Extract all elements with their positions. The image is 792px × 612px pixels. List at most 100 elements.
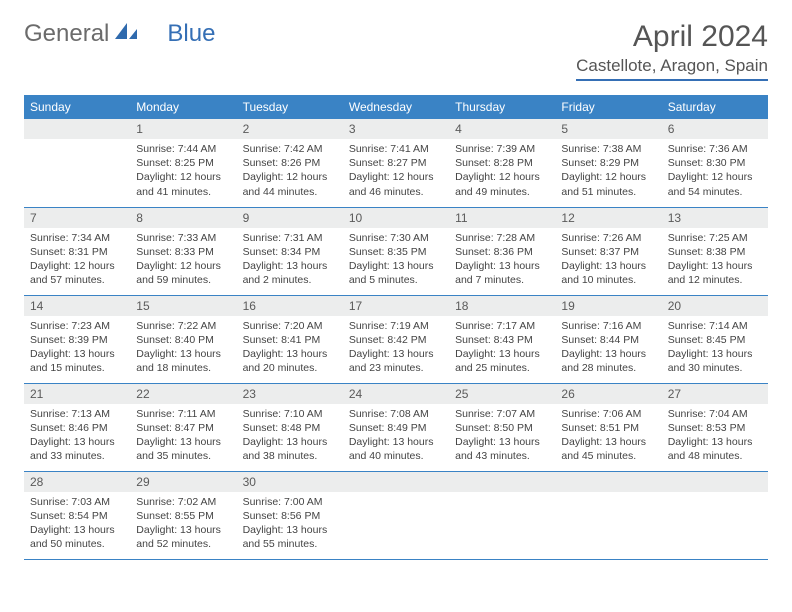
sunrise-line: Sunrise: 7:19 AM — [349, 319, 443, 333]
sunset-line: Sunset: 8:25 PM — [136, 156, 230, 170]
daylight-line: Daylight: 13 hours and 18 minutes. — [136, 347, 230, 375]
daylight-line: Daylight: 13 hours and 10 minutes. — [561, 259, 655, 287]
day-content: Sunrise: 7:39 AMSunset: 8:28 PMDaylight:… — [449, 139, 555, 204]
daylight-line: Daylight: 12 hours and 41 minutes. — [136, 170, 230, 198]
calendar-cell: 29Sunrise: 7:02 AMSunset: 8:55 PMDayligh… — [130, 471, 236, 559]
sunrise-line: Sunrise: 7:30 AM — [349, 231, 443, 245]
sunset-line: Sunset: 8:51 PM — [561, 421, 655, 435]
calendar-cell: 7Sunrise: 7:34 AMSunset: 8:31 PMDaylight… — [24, 207, 130, 295]
calendar-cell: 11Sunrise: 7:28 AMSunset: 8:36 PMDayligh… — [449, 207, 555, 295]
day-number: 19 — [555, 296, 661, 316]
sunrise-line: Sunrise: 7:44 AM — [136, 142, 230, 156]
calendar-cell: 22Sunrise: 7:11 AMSunset: 8:47 PMDayligh… — [130, 383, 236, 471]
sunrise-line: Sunrise: 7:06 AM — [561, 407, 655, 421]
day-number: 14 — [24, 296, 130, 316]
daylight-line: Daylight: 13 hours and 7 minutes. — [455, 259, 549, 287]
day-number: 4 — [449, 119, 555, 139]
sunset-line: Sunset: 8:38 PM — [668, 245, 762, 259]
sunrise-line: Sunrise: 7:17 AM — [455, 319, 549, 333]
sunrise-line: Sunrise: 7:13 AM — [30, 407, 124, 421]
daylight-line: Daylight: 13 hours and 28 minutes. — [561, 347, 655, 375]
calendar-row: 7Sunrise: 7:34 AMSunset: 8:31 PMDaylight… — [24, 207, 768, 295]
logo: General Blue — [24, 20, 215, 48]
day-number: 6 — [662, 119, 768, 139]
daylight-line: Daylight: 13 hours and 20 minutes. — [243, 347, 337, 375]
sunrise-line: Sunrise: 7:20 AM — [243, 319, 337, 333]
day-content: Sunrise: 7:41 AMSunset: 8:27 PMDaylight:… — [343, 139, 449, 204]
day-number: 29 — [130, 472, 236, 492]
daylight-line: Daylight: 12 hours and 54 minutes. — [668, 170, 762, 198]
sunrise-line: Sunrise: 7:42 AM — [243, 142, 337, 156]
day-content: Sunrise: 7:26 AMSunset: 8:37 PMDaylight:… — [555, 228, 661, 293]
location-label: Castellote, Aragon, Spain — [576, 56, 768, 81]
daylight-line: Daylight: 13 hours and 2 minutes. — [243, 259, 337, 287]
daylight-line: Daylight: 13 hours and 48 minutes. — [668, 435, 762, 463]
daylight-line: Daylight: 12 hours and 46 minutes. — [349, 170, 443, 198]
calendar-cell: 3Sunrise: 7:41 AMSunset: 8:27 PMDaylight… — [343, 119, 449, 207]
sunrise-line: Sunrise: 7:10 AM — [243, 407, 337, 421]
daylight-line: Daylight: 13 hours and 52 minutes. — [136, 523, 230, 551]
calendar-row: 21Sunrise: 7:13 AMSunset: 8:46 PMDayligh… — [24, 383, 768, 471]
sunrise-line: Sunrise: 7:41 AM — [349, 142, 443, 156]
daylight-line: Daylight: 12 hours and 44 minutes. — [243, 170, 337, 198]
day-number: 11 — [449, 208, 555, 228]
sunrise-line: Sunrise: 7:33 AM — [136, 231, 230, 245]
calendar-cell: 28Sunrise: 7:03 AMSunset: 8:54 PMDayligh… — [24, 471, 130, 559]
day-number: 18 — [449, 296, 555, 316]
sunrise-line: Sunrise: 7:22 AM — [136, 319, 230, 333]
daylight-line: Daylight: 13 hours and 12 minutes. — [668, 259, 762, 287]
day-number: 12 — [555, 208, 661, 228]
sunrise-line: Sunrise: 7:14 AM — [668, 319, 762, 333]
sunset-line: Sunset: 8:29 PM — [561, 156, 655, 170]
weekday-header: Friday — [555, 95, 661, 119]
calendar-cell: 2Sunrise: 7:42 AMSunset: 8:26 PMDaylight… — [237, 119, 343, 207]
calendar-body: 1Sunrise: 7:44 AMSunset: 8:25 PMDaylight… — [24, 119, 768, 559]
day-content: Sunrise: 7:14 AMSunset: 8:45 PMDaylight:… — [662, 316, 768, 381]
weekday-header-row: SundayMondayTuesdayWednesdayThursdayFrid… — [24, 95, 768, 119]
day-number: 27 — [662, 384, 768, 404]
sunrise-line: Sunrise: 7:31 AM — [243, 231, 337, 245]
daylight-line: Daylight: 13 hours and 50 minutes. — [30, 523, 124, 551]
weekday-header: Wednesday — [343, 95, 449, 119]
daylight-line: Daylight: 13 hours and 30 minutes. — [668, 347, 762, 375]
calendar-cell: 23Sunrise: 7:10 AMSunset: 8:48 PMDayligh… — [237, 383, 343, 471]
sunset-line: Sunset: 8:48 PM — [243, 421, 337, 435]
sunrise-line: Sunrise: 7:03 AM — [30, 495, 124, 509]
sunrise-line: Sunrise: 7:11 AM — [136, 407, 230, 421]
day-number: 15 — [130, 296, 236, 316]
sunrise-line: Sunrise: 7:04 AM — [668, 407, 762, 421]
calendar-cell: 24Sunrise: 7:08 AMSunset: 8:49 PMDayligh… — [343, 383, 449, 471]
calendar-cell: 18Sunrise: 7:17 AMSunset: 8:43 PMDayligh… — [449, 295, 555, 383]
day-number: 24 — [343, 384, 449, 404]
calendar-cell: 5Sunrise: 7:38 AMSunset: 8:29 PMDaylight… — [555, 119, 661, 207]
calendar-cell: 15Sunrise: 7:22 AMSunset: 8:40 PMDayligh… — [130, 295, 236, 383]
calendar-cell: 4Sunrise: 7:39 AMSunset: 8:28 PMDaylight… — [449, 119, 555, 207]
page-title: April 2024 — [576, 20, 768, 54]
calendar-cell: 9Sunrise: 7:31 AMSunset: 8:34 PMDaylight… — [237, 207, 343, 295]
sunrise-line: Sunrise: 7:23 AM — [30, 319, 124, 333]
title-block: April 2024 Castellote, Aragon, Spain — [576, 20, 768, 81]
day-number-empty — [449, 472, 555, 492]
day-content: Sunrise: 7:28 AMSunset: 8:36 PMDaylight:… — [449, 228, 555, 293]
weekday-header: Thursday — [449, 95, 555, 119]
calendar-cell: 10Sunrise: 7:30 AMSunset: 8:35 PMDayligh… — [343, 207, 449, 295]
sunset-line: Sunset: 8:47 PM — [136, 421, 230, 435]
daylight-line: Daylight: 13 hours and 55 minutes. — [243, 523, 337, 551]
daylight-line: Daylight: 13 hours and 5 minutes. — [349, 259, 443, 287]
daylight-line: Daylight: 12 hours and 49 minutes. — [455, 170, 549, 198]
calendar-row: 28Sunrise: 7:03 AMSunset: 8:54 PMDayligh… — [24, 471, 768, 559]
day-number-empty — [343, 472, 449, 492]
sunrise-line: Sunrise: 7:00 AM — [243, 495, 337, 509]
day-number: 10 — [343, 208, 449, 228]
calendar-cell: 26Sunrise: 7:06 AMSunset: 8:51 PMDayligh… — [555, 383, 661, 471]
calendar-cell: 1Sunrise: 7:44 AMSunset: 8:25 PMDaylight… — [130, 119, 236, 207]
day-content: Sunrise: 7:42 AMSunset: 8:26 PMDaylight:… — [237, 139, 343, 204]
sunset-line: Sunset: 8:27 PM — [349, 156, 443, 170]
day-content: Sunrise: 7:07 AMSunset: 8:50 PMDaylight:… — [449, 404, 555, 469]
day-content: Sunrise: 7:44 AMSunset: 8:25 PMDaylight:… — [130, 139, 236, 204]
day-number: 2 — [237, 119, 343, 139]
calendar-cell: 30Sunrise: 7:00 AMSunset: 8:56 PMDayligh… — [237, 471, 343, 559]
day-number: 16 — [237, 296, 343, 316]
sunset-line: Sunset: 8:30 PM — [668, 156, 762, 170]
calendar-table: SundayMondayTuesdayWednesdayThursdayFrid… — [24, 95, 768, 560]
